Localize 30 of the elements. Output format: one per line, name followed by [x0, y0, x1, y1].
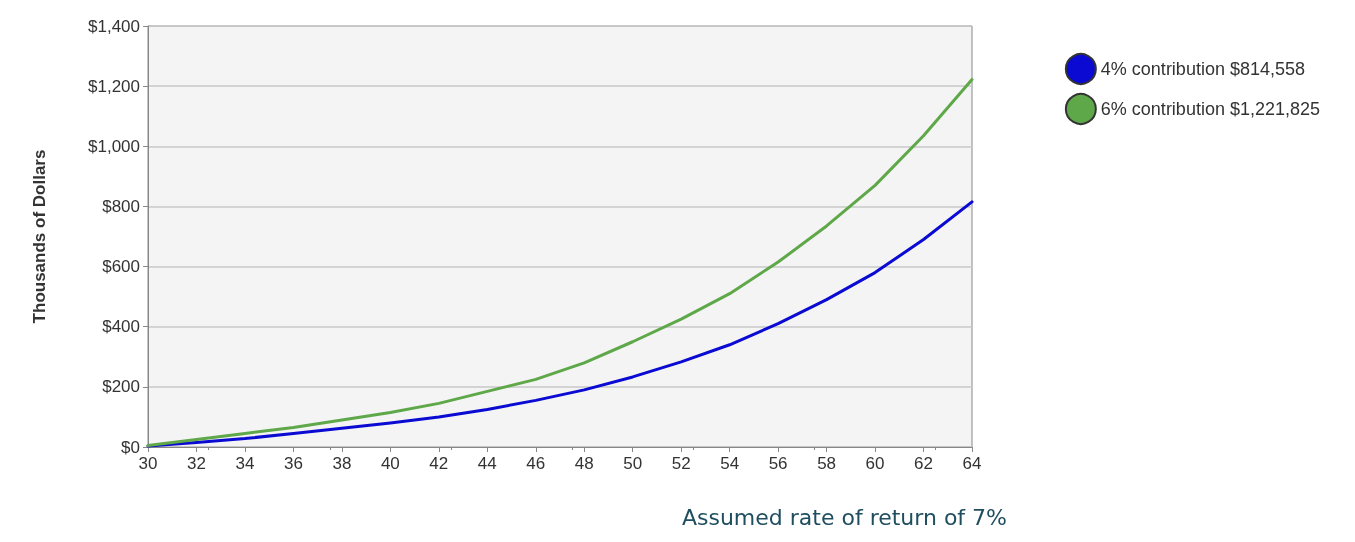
x-tick-label: 32: [187, 454, 206, 473]
legend-label: 6% contribution $1,221,825: [1100, 99, 1321, 119]
x-tick-label: 52: [671, 454, 691, 473]
x-tick-label: 42: [429, 454, 449, 473]
x-tick-label: 36: [283, 454, 303, 473]
x-tick-label: 54: [720, 454, 740, 473]
y-tick-label: $1,200: [88, 76, 140, 96]
legend-label: 4% contribution $814,558: [1100, 59, 1305, 79]
y-tick-label: $1,000: [88, 136, 140, 156]
y-tick-label: $1,400: [88, 16, 140, 36]
text: Assumed rate of return of 7%: [681, 504, 1008, 530]
x-tick-label: 44: [477, 454, 497, 473]
x-tick-label: 60: [865, 454, 885, 473]
y-tick-label: $0: [121, 437, 140, 457]
x-tick-label: 56: [768, 454, 788, 473]
x-tick-label: 50: [623, 454, 643, 473]
x-tick-label: 34: [235, 454, 255, 473]
x-tick-label: 30: [138, 454, 158, 473]
x-tick-label: 58: [817, 454, 837, 473]
y-axis-title: Thousands of Dollars: [30, 149, 49, 324]
y-tick-label: $200: [102, 377, 140, 397]
x-tick-label: 38: [332, 454, 352, 473]
x-tick-label: 46: [526, 454, 546, 473]
x-tick-label: 62: [914, 454, 933, 473]
y-tick-label: $600: [102, 257, 140, 277]
x-tick-label: 64: [962, 454, 982, 473]
x-tick-label: 40: [380, 454, 400, 473]
y-tick-label: $800: [102, 196, 140, 216]
x-tick-label: 48: [574, 454, 594, 473]
y-tick-label: $400: [102, 317, 140, 337]
